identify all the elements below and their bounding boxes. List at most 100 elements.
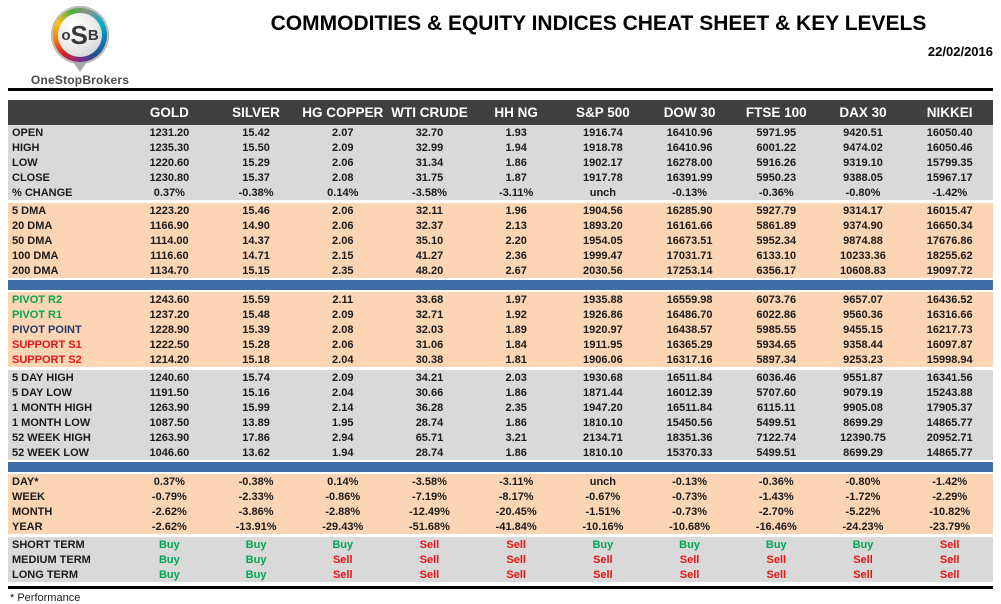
cell: 30.66 [415, 386, 444, 399]
cell: 15.16 [242, 386, 270, 399]
cell: 2.35 [332, 264, 354, 277]
cell: -3.11% [499, 186, 534, 199]
cell: 1.95 [332, 416, 354, 429]
cell: 18351.36 [666, 431, 713, 444]
table-row-week: WEEK -0.79% -2.33% -0.86% -7.19% -8.17% -0.67%… [8, 489, 993, 504]
row-label: YEAR [12, 520, 43, 533]
cell: 1947.20 [582, 401, 623, 414]
section-gap [8, 367, 993, 370]
performance-footnote: * Performance [10, 592, 81, 604]
cell: 0.37% [153, 186, 185, 199]
logo-pin-tip [73, 62, 87, 72]
cell: 15.18 [242, 353, 270, 366]
cell: 15799.35 [926, 156, 973, 169]
cell: 17031.71 [666, 249, 713, 262]
logo-brand-text: OneStopBrokers [30, 73, 130, 87]
cell: 1.92 [505, 308, 527, 321]
cell: 15967.17 [926, 171, 973, 184]
column-header: HH NG [494, 105, 538, 120]
cell: 5971.95 [756, 126, 797, 139]
row-label: PIVOT R2 [12, 293, 63, 306]
cell: 31.34 [415, 156, 444, 169]
cell: 9560.36 [843, 308, 883, 321]
cell: 2.13 [505, 219, 527, 232]
cell: 16559.98 [666, 293, 713, 306]
cell: 15.37 [242, 171, 270, 184]
footer-divider-line [8, 586, 993, 589]
cell: 9314.17 [843, 204, 883, 217]
row-label: HIGH [12, 141, 40, 154]
column-header: FTSE 100 [745, 105, 807, 120]
cell: Buy [158, 553, 180, 566]
cell: 16097.87 [926, 338, 973, 351]
cell: 15.42 [242, 126, 270, 139]
cell: 14865.77 [926, 416, 973, 429]
row-label: WEEK [12, 490, 45, 503]
row-label: SUPPORT S2 [12, 353, 82, 366]
cell: 5499.51 [756, 446, 797, 459]
cell: 0.37% [153, 475, 185, 488]
cell: -0.13% [672, 186, 707, 199]
table-row-support-s2: SUPPORT S2 1214.20 15.18 2.04 30.38 1.81 1906.… [8, 352, 993, 367]
row-label: OPEN [12, 126, 44, 139]
cell: -10.16% [582, 520, 624, 533]
cell: 15.59 [242, 293, 270, 306]
cell: -0.36% [758, 186, 794, 199]
cell: 9455.15 [843, 323, 883, 336]
cell: -23.79% [929, 520, 971, 533]
cell: 9551.87 [843, 371, 883, 384]
cell: 2.09 [332, 308, 354, 321]
table-row-low: LOW 1220.60 15.29 2.06 31.34 1.86 1902.17 16278… [8, 155, 993, 170]
cell: Buy [245, 553, 267, 566]
cell: 2.08 [332, 323, 354, 336]
cell: 1999.47 [582, 249, 623, 262]
cell: -3.58% [412, 475, 447, 488]
cell: -0.67% [585, 490, 621, 503]
cell: 1116.60 [150, 249, 189, 262]
cell: 20952.71 [926, 431, 973, 444]
row-label: 1 MONTH LOW [12, 416, 91, 429]
cell: 2030.56 [582, 264, 623, 277]
table-header-row: GOLD SILVER HG COPPER WTI CRUDE HH NG S&P 500… [8, 100, 993, 125]
cell: -8.17% [498, 490, 534, 503]
cell: 35.10 [415, 234, 444, 247]
cell: -0.38% [238, 186, 274, 199]
cell: 1.93 [505, 126, 527, 139]
table-row-pivot-r1: PIVOT R1 1237.20 15.48 2.09 32.71 1.92 1926.86… [8, 307, 993, 322]
cell: 1.84 [505, 338, 527, 351]
row-label: DAY* [12, 475, 39, 488]
cell: 16511.84 [666, 371, 713, 384]
cell: Buy [852, 538, 874, 551]
cell: 1935.88 [582, 293, 623, 306]
cell: 16217.73 [926, 323, 973, 336]
cell: Sell [679, 553, 700, 566]
cell: 1046.60 [149, 446, 190, 459]
cell: 1134.70 [149, 264, 189, 277]
cell: 6115.11 [756, 401, 796, 414]
cell: 16650.34 [926, 219, 973, 232]
cell: 36.28 [415, 401, 444, 414]
table-row-open: OPEN 1231.20 15.42 2.07 32.70 1.93 1916.74 1641… [8, 125, 993, 140]
cell: 1871.44 [582, 386, 623, 399]
cell: 1.86 [505, 156, 527, 169]
cell: 1.89 [505, 323, 527, 336]
cell: 9358.44 [843, 338, 883, 351]
cell: 1926.86 [582, 308, 623, 321]
cell: 2.08 [332, 171, 354, 184]
cell: 6073.76 [756, 293, 797, 306]
cell: 14865.77 [926, 446, 973, 459]
cell: 9388.05 [843, 171, 883, 184]
logo-letter-o: o [61, 26, 71, 44]
cell: 1810.10 [582, 446, 623, 459]
cell: Buy [679, 538, 700, 551]
cell: -0.13% [672, 475, 707, 488]
cell: 1.94 [332, 446, 354, 459]
cell: -16.46% [755, 520, 797, 533]
row-label: 52 WEEK LOW [12, 446, 90, 459]
cell: 1.94 [505, 141, 527, 154]
cell: Sell [506, 568, 526, 581]
column-header: DOW 30 [663, 105, 716, 120]
cell: -7.19% [412, 490, 447, 503]
cell: Sell [419, 568, 440, 581]
